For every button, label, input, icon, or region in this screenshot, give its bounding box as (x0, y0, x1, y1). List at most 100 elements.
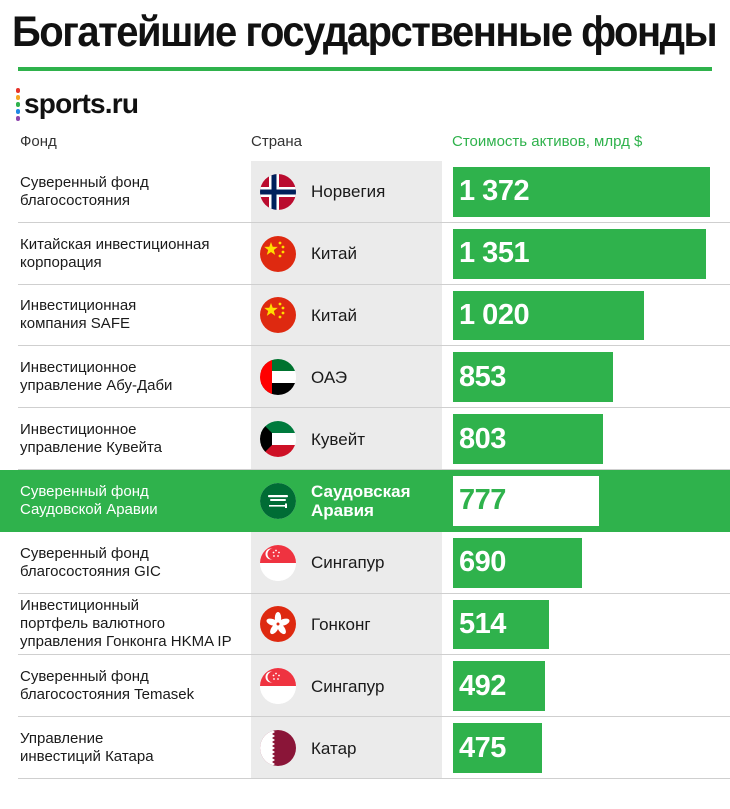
row-divider (18, 654, 730, 656)
fund-name-line: Суверенный фонд (20, 668, 149, 686)
fund-table: Суверенный фонд благосостояния Норвегия 1 3… (0, 161, 730, 779)
country-name-line: Сингапур (311, 553, 385, 573)
fund-name-line: Суверенный фонд (20, 482, 149, 500)
bar-value-label: 1 020 (459, 298, 530, 331)
bar-area: 690 (453, 537, 730, 588)
country-cell: Кувейт (251, 408, 442, 470)
row-divider (18, 407, 730, 409)
fund-name: Инвестиционный портфель валютного управлен… (20, 594, 252, 656)
bar-value-label: 475 (459, 731, 506, 764)
bar-area: 1 351 (453, 228, 730, 279)
country-name-line: Норвегия (311, 182, 386, 202)
bar-value-label: 514 (459, 607, 506, 640)
uae-flag-icon (260, 359, 296, 396)
row-divider (18, 283, 730, 285)
country-cell: Норвегия (251, 161, 442, 223)
table-row: Управление инвестиций Катара Катар 475 (0, 717, 730, 779)
bar-value-label: 777 (459, 484, 506, 517)
bar (453, 352, 613, 403)
country-cell: Саудовская Аравия (251, 469, 442, 532)
fund-name-line: благосостояния (20, 191, 130, 209)
hongkong-flag-icon (260, 606, 296, 643)
country-name: Норвегия (311, 161, 438, 223)
row-divider (18, 716, 730, 718)
bar-value-label: 853 (459, 360, 506, 393)
fund-name-line: компания SAFE (20, 315, 130, 333)
country-name-line: Кувейт (311, 429, 365, 449)
fund-name-line: управления Гонконга HKMA IP (20, 633, 232, 651)
country-name: Кувейт (311, 408, 438, 470)
fund-name-line: Суверенный фонд (20, 544, 149, 562)
fund-name-line: Саудовской Аравии (20, 500, 158, 518)
china-flag-icon (260, 297, 296, 334)
country-cell: Сингапур (251, 531, 442, 594)
country-name: Сингапур (311, 655, 438, 717)
saudi-flag-icon (260, 482, 296, 519)
bar-area: 475 (453, 723, 730, 773)
country-cell: Гонконг (251, 593, 442, 656)
fund-name: Управление инвестиций Катара (20, 717, 252, 779)
row-divider (18, 221, 730, 223)
fund-name: Китайская инвестиционная корпорация (20, 223, 252, 285)
bar-area: 1 372 (453, 167, 730, 217)
bar-area: 853 (453, 352, 730, 403)
logo-text: sports.ru (24, 88, 139, 119)
bar (453, 537, 582, 588)
sports-ru-logo: sports.ru (16, 86, 139, 122)
row-divider (18, 468, 730, 470)
fund-name-line: благосостояния Temasek (20, 686, 195, 704)
bar-value-label: 803 (459, 422, 506, 455)
bar-value-label: 1 372 (459, 175, 530, 208)
table-row: Инвестиционное управление Абу-Даби ОАЭ 853 (0, 346, 730, 409)
table-row: Суверенный фонд благосостояния Temasek Син… (0, 655, 730, 718)
country-name-line: Гонконг (311, 614, 371, 634)
fund-name-line: портфель валютного (20, 615, 166, 633)
country-name-line: ОАЭ (311, 367, 348, 387)
fund-name-line: Инвестиционный (20, 597, 139, 615)
fund-name: Суверенный фонд благосостояния (20, 161, 252, 223)
table-row: Суверенный фонд Саудовской Аравии Саудовск… (0, 469, 730, 532)
bar-value-label: 492 (459, 669, 506, 702)
fund-name: Инвестиционное управление Кувейта (20, 408, 252, 470)
table-row: Суверенный фонд благосостояния Норвегия 1 3… (0, 161, 730, 223)
bar (453, 290, 644, 341)
fund-name-line: Суверенный фонд (20, 173, 149, 191)
country-name: Саудовская Аравия (311, 470, 438, 532)
country-name-line: Аравия (311, 500, 374, 520)
norway-flag-icon (260, 173, 296, 210)
fund-name: Инвестиционное управление Абу-Даби (20, 346, 252, 408)
row-divider (18, 345, 730, 347)
bar (453, 167, 710, 217)
table-row: Суверенный фонд благосостояния GIC Сингапу… (0, 531, 730, 594)
page-title: Богатейшие государственные фонды (12, 8, 718, 56)
bar-area: 777 (453, 475, 730, 526)
fund-name: Суверенный фонд благосостояния GIC (20, 532, 252, 594)
table-row: Инвестиционная компания SAFE Китай 1 020 (0, 284, 730, 347)
fund-name-line: управление Кувейта (20, 439, 163, 457)
column-header-country: Страна (251, 133, 303, 150)
bar (453, 228, 706, 279)
country-name-line: Катар (311, 738, 357, 758)
column-header-value: Стоимость активов, млрд $ (452, 133, 643, 150)
fund-name-line: Управление (20, 730, 104, 748)
qatar-flag-icon (260, 730, 296, 767)
bar (453, 414, 603, 464)
bar-value-label: 1 351 (459, 237, 530, 270)
fund-name-line: корпорация (20, 253, 102, 271)
column-header-fund: Фонд (20, 133, 57, 150)
bar (453, 661, 545, 712)
fund-name: Инвестиционная компания SAFE (20, 285, 252, 347)
row-divider (18, 592, 730, 594)
singapore-flag-icon (260, 668, 296, 705)
country-name: ОАЭ (311, 346, 438, 408)
country-name: Китай (311, 223, 438, 285)
table-row: Инвестиционное управление Кувейта Кувейт 80… (0, 408, 730, 470)
fund-name-line: Инвестиционное (20, 359, 137, 377)
bar-area: 803 (453, 414, 730, 464)
bar-area: 514 (453, 599, 730, 650)
country-cell: Китай (251, 284, 442, 347)
country-name: Китай (311, 285, 438, 347)
bar-area: 1 020 (453, 290, 730, 341)
fund-name-line: Инвестиционная (20, 297, 137, 315)
country-name: Катар (311, 717, 438, 779)
